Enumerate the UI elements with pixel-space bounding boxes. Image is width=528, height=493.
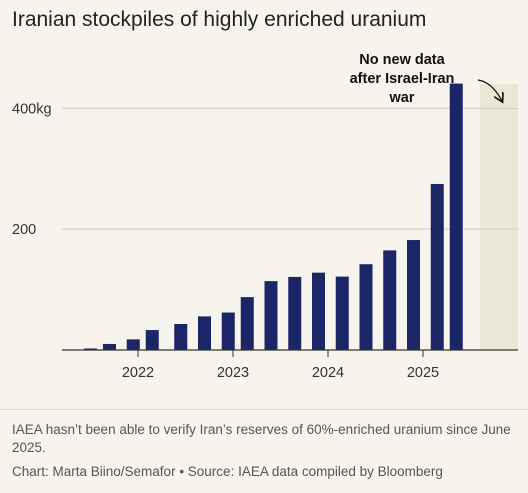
bar [103, 343, 116, 350]
bar [145, 330, 159, 350]
bar [288, 276, 302, 350]
x-tick-label: 2025 [407, 365, 439, 381]
bar [335, 276, 349, 350]
annotation-arrow [477, 79, 502, 101]
tick-labels: 200 400kg 2022 2023 2024 2025 [12, 101, 439, 381]
annotation-text: after Israel-Iran [350, 71, 455, 87]
bar [407, 240, 420, 350]
footnote: IAEA hasn’t been able to verify Iran’s r… [12, 422, 511, 455]
y-tick-label: 400kg [12, 101, 52, 117]
x-tick-label: 2022 [122, 365, 154, 381]
bar [221, 312, 235, 350]
bar [449, 83, 463, 350]
annotation-text: No new data [359, 52, 445, 68]
bar-chart: 200 400kg 2022 2023 2024 2025 No new data afte… [12, 52, 518, 381]
bar [126, 339, 140, 350]
no-data-region [480, 84, 518, 350]
y-tick-label: 200 [12, 222, 36, 238]
bars [84, 83, 463, 350]
bar [383, 250, 397, 350]
x-axis [62, 349, 518, 357]
bar [84, 348, 97, 350]
annotation-text: war [389, 90, 415, 106]
gridlines [62, 107, 518, 230]
x-tick-label: 2024 [312, 365, 344, 381]
bar [359, 264, 373, 350]
no-data-shade [480, 84, 518, 350]
source-credit: Chart: Marta Biino/Semafor • Source: IAE… [12, 464, 443, 479]
bar [430, 183, 444, 350]
annotation: No new data after Israel-Iran war [350, 52, 502, 106]
bar [240, 297, 254, 350]
chart-title: Iranian stockpiles of highly enriched ur… [12, 8, 427, 31]
x-tick-label: 2023 [217, 365, 249, 381]
bar [264, 281, 278, 350]
bar [312, 272, 325, 350]
divider [0, 409, 528, 410]
bar [174, 324, 188, 350]
bar [198, 316, 211, 350]
